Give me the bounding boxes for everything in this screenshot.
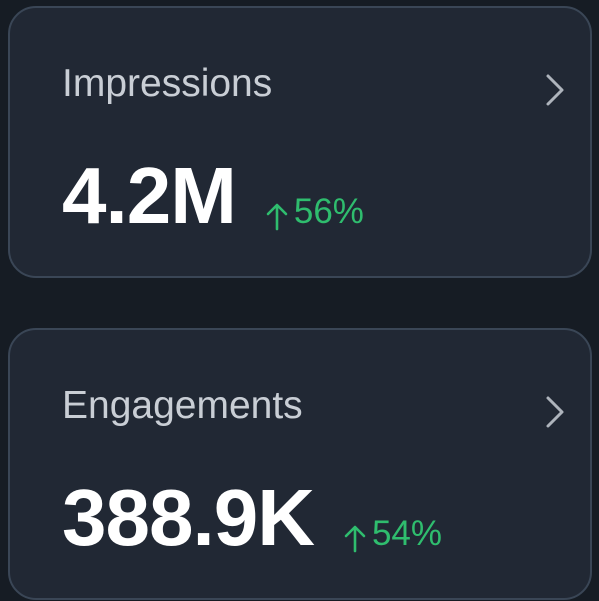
card-label: Impressions [62, 62, 273, 105]
value-row: 388.9K 54% [62, 478, 442, 558]
change: 54% [344, 514, 443, 553]
change: 56% [266, 192, 364, 231]
card-value: 4.2M [62, 151, 237, 240]
value-row: 4.2M 56% [62, 156, 364, 236]
engagements-card[interactable]: Engagements 388.9K 54% [8, 328, 592, 600]
impressions-card[interactable]: Impressions 4.2M 56% [8, 6, 592, 278]
up-arrow-icon [266, 203, 288, 230]
change-value: 56% [293, 192, 364, 231]
up-arrow-icon [344, 525, 366, 552]
chevron-icon [546, 396, 564, 428]
card-label: Engagements [62, 384, 303, 427]
change-value: 54% [371, 514, 443, 553]
card-value: 388.9K [62, 473, 315, 562]
chevron-icon [546, 74, 564, 106]
